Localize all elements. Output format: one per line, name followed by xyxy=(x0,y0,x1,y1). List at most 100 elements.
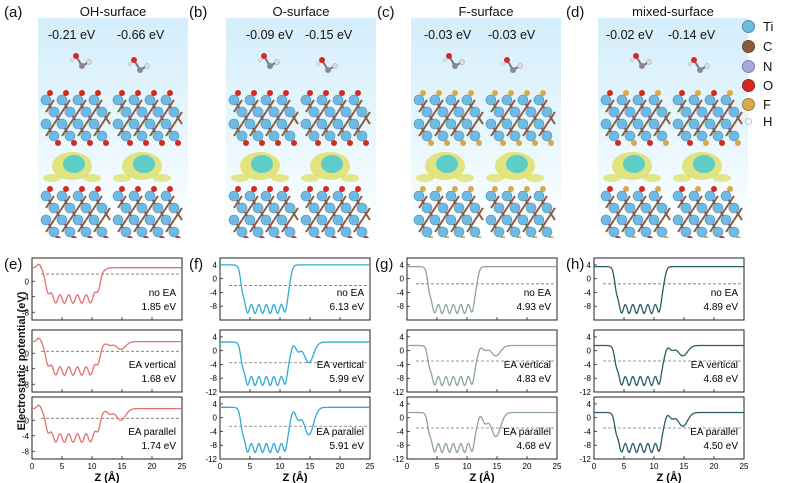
panel-title: mixed-surface xyxy=(632,4,714,19)
ti-atom xyxy=(316,118,328,130)
ti-atom xyxy=(648,190,660,202)
mxene-slab xyxy=(40,90,111,146)
x-tick-label: 0 xyxy=(218,462,223,471)
termination-atom xyxy=(103,140,109,146)
ti-atom xyxy=(728,226,740,238)
ti-atom xyxy=(688,118,700,130)
work-function-value: 4.89 eV xyxy=(704,302,739,313)
ti-atom xyxy=(348,94,360,106)
y-tick-label: 4 xyxy=(400,400,405,409)
ti-atom xyxy=(712,202,724,214)
ti-atom xyxy=(64,106,76,118)
termination-atom xyxy=(251,186,257,192)
chart-panel: -8 -4 0 4 no EA 4.93 eV -12 -8 -4 0 4 EA vertical 4.… xyxy=(392,257,562,483)
ti-atom xyxy=(429,190,441,202)
termination-atom xyxy=(363,140,369,146)
termination-atom xyxy=(331,236,337,238)
ti-atom xyxy=(421,130,433,142)
ti-atom xyxy=(136,202,148,214)
ti-atom xyxy=(656,226,668,238)
ti-atom xyxy=(421,226,433,238)
ti-atom xyxy=(144,190,156,202)
ti-atom xyxy=(340,226,352,238)
ti-atom xyxy=(144,214,156,226)
ti-atom xyxy=(228,94,240,106)
o-atom-icon xyxy=(742,78,755,92)
termination-atom xyxy=(460,140,466,146)
structure-image xyxy=(413,53,556,238)
ti-atom xyxy=(509,202,521,214)
y-tick-label: -4 xyxy=(22,432,30,441)
termination-atom xyxy=(347,236,353,238)
panel-title: OH-surface xyxy=(79,4,147,19)
termination-atom xyxy=(492,90,498,96)
termination-atom xyxy=(444,140,450,146)
ti-atom xyxy=(128,118,140,130)
ti-atom xyxy=(236,202,248,214)
ti-atom xyxy=(640,130,652,142)
ti-atom xyxy=(445,214,457,226)
ti-atom xyxy=(308,106,320,118)
potential-curve xyxy=(594,265,744,315)
ti-atom xyxy=(608,106,620,118)
termination-atom xyxy=(508,90,514,96)
ti-atom xyxy=(533,94,545,106)
mxene-slab xyxy=(300,186,371,238)
termination-atom xyxy=(428,236,434,238)
termination-atom xyxy=(436,186,442,192)
potential-curve xyxy=(31,404,182,444)
termination-atom xyxy=(243,140,249,146)
ti-atom xyxy=(300,190,312,202)
ti-atom xyxy=(624,202,636,214)
termination-atom xyxy=(655,186,661,192)
subplot-name: EA parallel xyxy=(316,427,364,438)
work-function-value: 6.13 eV xyxy=(330,302,365,313)
termination-atom xyxy=(524,186,530,192)
panel-label: (d) xyxy=(566,4,585,21)
molecule xyxy=(688,57,710,73)
ti-atom xyxy=(72,190,84,202)
termination-atom xyxy=(315,140,321,146)
ti-atom xyxy=(541,106,553,118)
termination-atom xyxy=(623,90,629,96)
y-tick-label: 0 xyxy=(25,349,30,358)
mxene-slab xyxy=(228,186,299,238)
subplot-name: EA parallel xyxy=(128,427,176,438)
termination-atom xyxy=(339,90,345,96)
termination-atom xyxy=(695,90,701,96)
legend-label: Ti xyxy=(763,18,774,34)
ti-atom xyxy=(696,130,708,142)
ti-atom xyxy=(704,94,716,106)
ti-atom xyxy=(600,118,612,130)
legend-item-n: N xyxy=(742,57,772,75)
ti-atom xyxy=(40,214,52,226)
ti-atom xyxy=(268,202,280,214)
subplot-frame xyxy=(593,257,745,321)
termination-atom xyxy=(532,140,538,146)
ti-atom xyxy=(56,94,68,106)
termination-atom xyxy=(639,186,645,192)
charge-density xyxy=(43,152,171,182)
panel-label: (e) xyxy=(4,256,23,273)
ti-atom xyxy=(56,214,68,226)
ti-atom xyxy=(348,190,360,202)
chart-panel: -8 -4 0 4 no EA 6.13 eV -12 -8 -4 0 4 EA vertical 5.… xyxy=(205,257,375,483)
termination-atom xyxy=(135,90,141,96)
work-function-value: 5.99 eV xyxy=(330,374,365,385)
ti-atom xyxy=(128,94,140,106)
ti-atom xyxy=(672,94,684,106)
ti-atom xyxy=(112,94,124,106)
molecule xyxy=(630,53,652,69)
termination-atom xyxy=(468,186,474,192)
ti-atom xyxy=(144,118,156,130)
molecule xyxy=(70,53,92,69)
y-tick-label: -4 xyxy=(584,288,592,297)
mxene-slab xyxy=(300,90,371,146)
ti-atom xyxy=(469,106,481,118)
legend-label: O xyxy=(763,77,774,93)
ti-atom xyxy=(413,190,425,202)
ti-atom xyxy=(332,94,344,106)
subplot-frame xyxy=(219,257,371,321)
y-tick-label: -4 xyxy=(22,293,30,302)
ti-atom xyxy=(453,202,465,214)
